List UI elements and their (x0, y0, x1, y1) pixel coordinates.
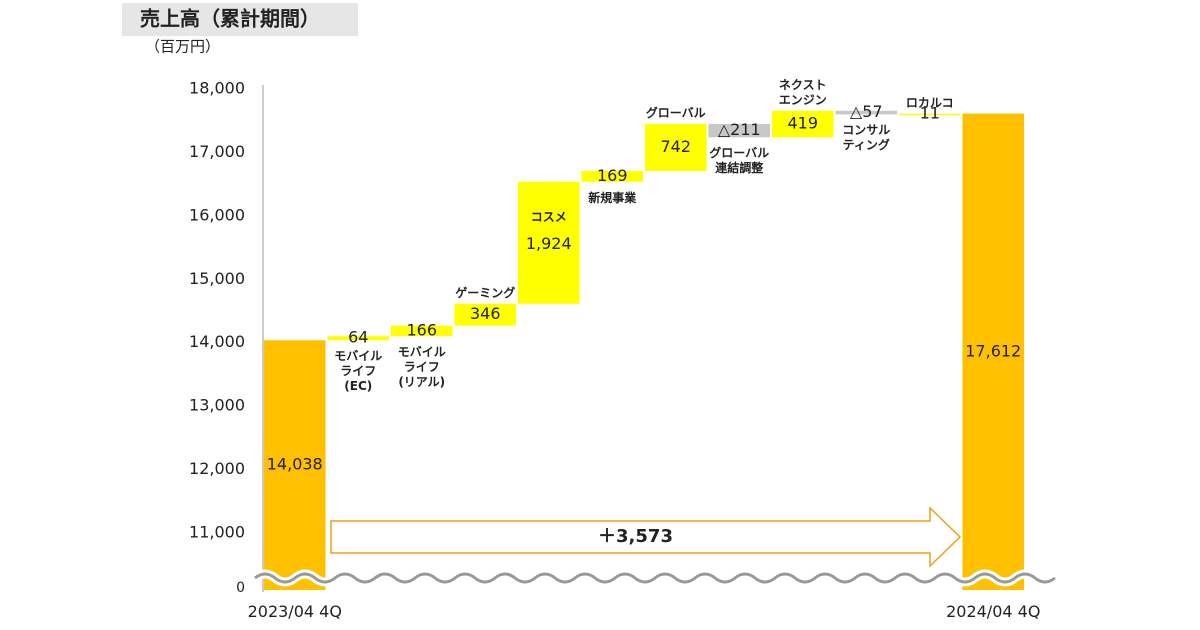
value-label: 11 (920, 104, 940, 123)
y-tick-label: 12,000 (189, 459, 245, 478)
axis-break-line (254, 572, 1056, 584)
category-label: ゲーミング (455, 285, 516, 300)
bar (835, 110, 898, 115)
category-label: コスメ (530, 209, 567, 224)
category-label: ネクスト エンジン (778, 77, 827, 107)
change-arrow (330, 506, 962, 568)
value-label: 14,038 (267, 455, 323, 474)
bar (581, 170, 644, 182)
value-label: 169 (597, 166, 628, 185)
y-tick-label: 14,000 (189, 332, 245, 351)
value-label: 742 (660, 137, 691, 156)
bar (644, 123, 707, 171)
category-label: コンサル ティング (842, 123, 891, 153)
y-tick-label: 15,000 (189, 269, 245, 288)
bar (898, 113, 961, 116)
category-label: ロカルコ (905, 95, 954, 110)
unit-label: （百万円） (145, 38, 220, 56)
value-label: 419 (787, 114, 818, 133)
value-label: 17,612 (965, 341, 1021, 360)
title-box (122, 3, 358, 36)
bar (708, 123, 771, 138)
bar (390, 325, 453, 337)
bar (962, 113, 1025, 590)
bar (327, 336, 390, 341)
value-label: △211 (718, 120, 761, 139)
bar (454, 303, 517, 326)
category-label: 新規事業 (588, 190, 637, 205)
change-label: ＋3,573 (598, 526, 673, 547)
y-tick-label: 16,000 (189, 205, 245, 224)
x-category-label: 2023/04 4Q (247, 602, 342, 621)
category-label: グローバル (645, 105, 706, 120)
value-label: 1,924 (526, 234, 572, 253)
y-tick-label: 17,000 (189, 142, 245, 161)
bar (771, 110, 834, 138)
value-label: 346 (470, 304, 501, 323)
y-tick-label: 11,000 (189, 522, 245, 541)
category-label: モバイル ライフ (リアル) (397, 345, 446, 390)
value-label: △57 (850, 102, 883, 121)
value-label: 64 (348, 328, 368, 347)
y-tick-label: 18,000 (189, 79, 245, 98)
bar (263, 340, 326, 590)
y-break-tick-label: 0 (236, 580, 245, 596)
bar (517, 181, 580, 304)
y-tick-label: 13,000 (189, 396, 245, 415)
chart-title: 売上高（累計期間） (140, 7, 320, 31)
value-label: 166 (406, 320, 437, 339)
category-label: グローバル 連結調整 (709, 146, 770, 176)
category-label: モバイル ライフ (EC) (334, 349, 383, 394)
x-category-label: 2024/04 4Q (946, 602, 1041, 621)
